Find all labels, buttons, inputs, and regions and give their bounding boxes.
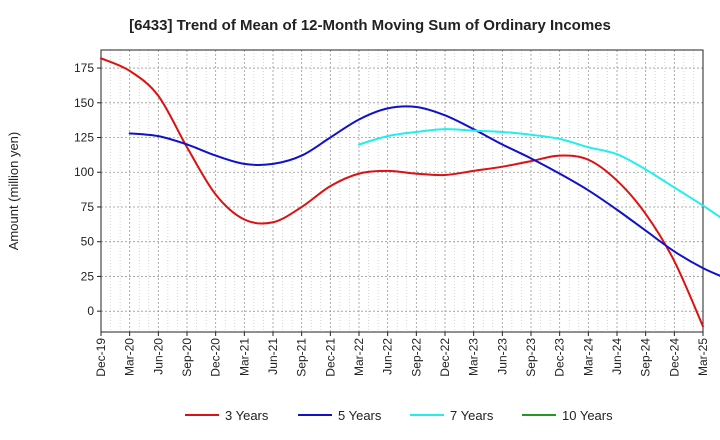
legend-label-10-years: 10 Years [562, 408, 613, 423]
x-tick-label: Mar-22 [352, 338, 366, 376]
series-line-7-years [358, 128, 720, 219]
y-tick-label: 100 [74, 165, 94, 179]
series-line-3-years [100, 57, 704, 328]
y-tick-label: 50 [81, 235, 95, 249]
legend-label-7-years: 7 Years [450, 408, 494, 423]
x-tick-label: Dec-22 [438, 338, 452, 377]
x-tick-label: Sep-23 [524, 338, 538, 377]
x-tick-label: Sep-20 [180, 338, 194, 377]
x-tick-label: Sep-21 [295, 338, 309, 377]
y-axis: 0 25 50 75 100 125 150 175 [74, 61, 101, 318]
x-tick-label: Jun-20 [151, 338, 165, 375]
x-tick-label: Jun-21 [266, 338, 280, 375]
gridlines [101, 50, 703, 332]
y-tick-label: 0 [87, 304, 94, 318]
plot-area [100, 49, 704, 333]
legend: 3 Years 5 Years 7 Years 10 Years [185, 408, 613, 423]
legend-label-5-years: 5 Years [338, 408, 382, 423]
x-tick-label: Jun-22 [381, 338, 395, 375]
series-lines [100, 57, 720, 328]
y-tick-label: 75 [81, 200, 95, 214]
x-tick-label: Dec-24 [667, 338, 681, 377]
x-tick-label: Mar-20 [123, 338, 137, 376]
y-tick-label: 175 [74, 61, 94, 75]
y-tick-label: 25 [81, 269, 95, 283]
x-tick-label: Sep-24 [639, 338, 653, 377]
x-tick-label: Mar-24 [581, 338, 595, 376]
x-tick-label: Mar-25 [696, 338, 710, 376]
x-tick-label: Jun-23 [495, 338, 509, 375]
x-axis: Dec-19 Mar-20 Jun-20 Sep-20 Dec-20 Mar-21 Jun-… [94, 332, 710, 377]
x-tick-label: Dec-19 [94, 338, 108, 377]
y-tick-label: 125 [74, 131, 94, 145]
series-line-5-years [128, 105, 720, 277]
x-tick-label: Dec-23 [553, 338, 567, 377]
x-tick-label: Dec-20 [209, 338, 223, 377]
y-tick-label: 150 [74, 96, 94, 110]
chart-title: [6433] Trend of Mean of 12-Month Moving … [129, 17, 611, 34]
x-tick-label: Mar-21 [237, 338, 251, 376]
y-axis-label: Amount (million yen) [6, 132, 21, 251]
x-tick-label: Jun-24 [610, 338, 624, 375]
x-tick-label: Mar-23 [467, 338, 481, 376]
x-tick-label: Dec-21 [323, 338, 337, 377]
x-tick-label: Sep-22 [409, 338, 423, 377]
legend-label-3-years: 3 Years [225, 408, 269, 423]
